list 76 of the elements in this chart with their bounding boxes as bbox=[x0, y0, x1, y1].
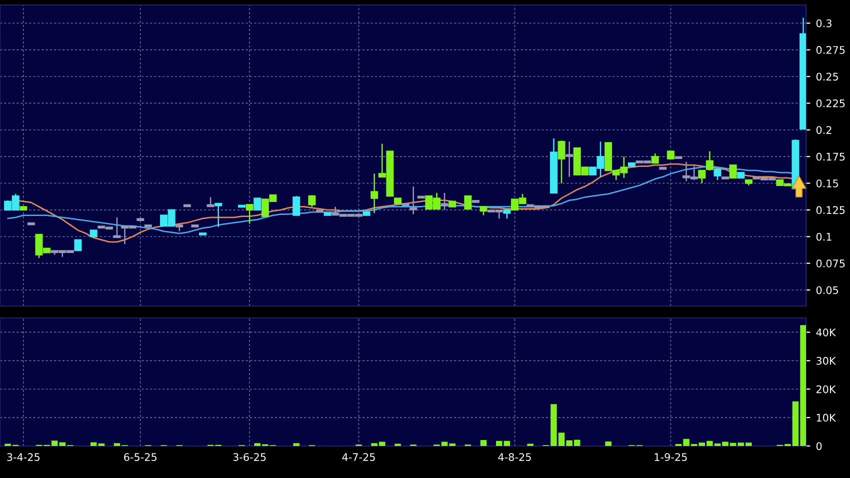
candlestick bbox=[316, 210, 324, 212]
candlestick bbox=[191, 224, 199, 228]
bar bbox=[496, 440, 502, 446]
candlestick bbox=[722, 176, 730, 180]
x-tick-label: 3-4-25 bbox=[7, 453, 40, 462]
candlestick bbox=[558, 140, 566, 184]
candlestick bbox=[659, 166, 667, 170]
candlestick bbox=[550, 138, 558, 194]
candlestick bbox=[183, 204, 191, 208]
candlestick bbox=[566, 141, 574, 178]
y-tick-label: 10K bbox=[816, 414, 836, 422]
candlestick bbox=[666, 150, 674, 160]
x-tick-label: 4-8-25 bbox=[498, 453, 531, 462]
candlestick bbox=[744, 179, 752, 186]
y-tick-label: 0.125 bbox=[816, 206, 845, 214]
candlestick bbox=[698, 170, 706, 184]
candlestick bbox=[628, 162, 636, 167]
candlestick bbox=[362, 211, 370, 216]
candlestick bbox=[464, 195, 472, 210]
candlestick bbox=[206, 196, 214, 208]
y-tick-label: 40K bbox=[816, 328, 836, 336]
candlestick bbox=[440, 192, 448, 211]
candlestick bbox=[214, 202, 222, 228]
x-tick-label: 6-5-25 bbox=[124, 453, 156, 462]
candlestick bbox=[199, 232, 207, 236]
y-tick-label: 30K bbox=[816, 356, 836, 365]
y-tick-label: 0.2 bbox=[816, 126, 832, 134]
bar bbox=[90, 442, 97, 446]
candlestick bbox=[714, 168, 722, 181]
y-tick-label: 0.175 bbox=[816, 152, 845, 161]
candlestick bbox=[176, 224, 184, 232]
bar bbox=[605, 441, 612, 446]
candlestick bbox=[737, 172, 745, 179]
candlestick bbox=[394, 198, 402, 204]
candlestick bbox=[292, 195, 300, 216]
candlestick bbox=[27, 222, 35, 226]
candlestick bbox=[238, 204, 246, 208]
candlestick bbox=[651, 152, 659, 164]
candlestick bbox=[254, 198, 262, 211]
candlestick bbox=[480, 206, 488, 216]
bar bbox=[98, 443, 105, 446]
candlestick bbox=[410, 186, 418, 215]
x-tick-label: 4-7-25 bbox=[342, 453, 375, 462]
candlestick bbox=[706, 150, 714, 172]
candlestick bbox=[136, 218, 144, 221]
y-tick-label: 0.225 bbox=[816, 99, 845, 108]
y-tick-label: 0.25 bbox=[816, 72, 838, 81]
bar bbox=[293, 443, 300, 446]
y-tick-label: 20K bbox=[816, 385, 836, 394]
bar bbox=[480, 440, 487, 446]
candlestick bbox=[308, 194, 316, 208]
candlestick bbox=[370, 173, 378, 214]
y-tick-label: 0.1 bbox=[816, 232, 832, 241]
candlestick bbox=[246, 204, 254, 224]
candlestick bbox=[20, 206, 28, 211]
candlestick bbox=[324, 212, 332, 216]
y-tick-label: 0.275 bbox=[816, 46, 845, 54]
candlestick bbox=[113, 216, 121, 238]
x-tick-label: 1-9-25 bbox=[654, 453, 687, 462]
y-tick-label: 0 bbox=[816, 442, 822, 450]
y-tick-label: 0.3 bbox=[816, 19, 832, 28]
candlestick bbox=[448, 200, 456, 208]
candlestick bbox=[402, 203, 410, 206]
y-tick-label: 0.15 bbox=[816, 179, 838, 188]
candlestick bbox=[144, 224, 152, 228]
candlestick bbox=[74, 239, 82, 252]
x-tick-label: 3-6-25 bbox=[233, 453, 266, 462]
candlestick bbox=[417, 196, 425, 199]
candlestick bbox=[674, 156, 682, 160]
candlestick bbox=[503, 209, 511, 220]
candlestick bbox=[90, 230, 98, 238]
y-tick-label: 0.05 bbox=[816, 286, 838, 294]
bar bbox=[504, 440, 510, 446]
candlestick bbox=[472, 200, 480, 203]
y-tick-label: 0.075 bbox=[816, 260, 845, 268]
candlestick bbox=[729, 164, 737, 179]
